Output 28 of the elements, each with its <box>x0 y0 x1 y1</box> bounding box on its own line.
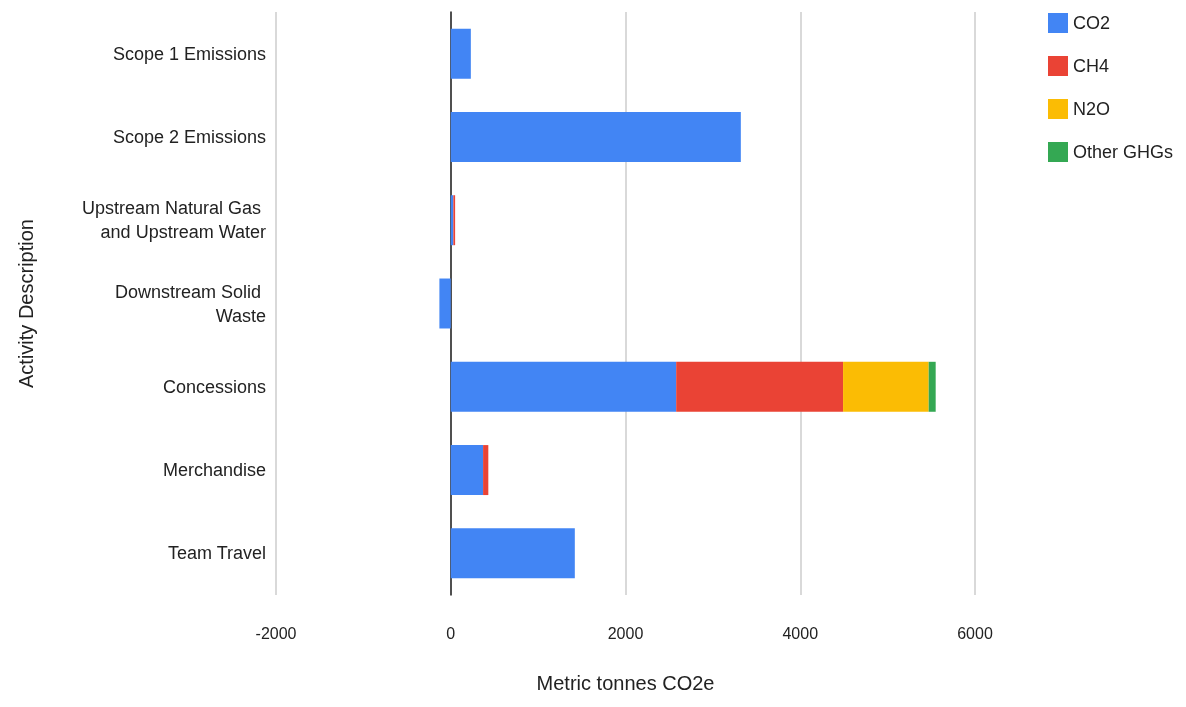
bar <box>483 445 489 496</box>
bar <box>450 28 471 79</box>
y-tick-label: Downstream Solid Waste <box>114 281 266 326</box>
bar <box>928 361 936 412</box>
legend-label: Other GHGs <box>1072 142 1174 162</box>
x-tick-label: 4000 <box>782 624 819 642</box>
x-tick-label: 6000 <box>957 624 993 642</box>
bar <box>450 111 741 162</box>
x-tick-label: 2000 <box>607 624 644 642</box>
y-tick-label: Scope 2 Emissions <box>112 126 266 147</box>
bar <box>450 445 484 496</box>
bar <box>439 278 451 329</box>
bar <box>450 361 677 412</box>
y-tick-label: Scope 1 Emissions <box>112 43 266 64</box>
y-tick-label: Upstream Natural Gas and Upstream Water <box>81 198 266 243</box>
x-tick-label: 0 <box>446 624 456 642</box>
y-tick-label: Team Travel <box>167 543 266 564</box>
y-tick-label: Merchandise <box>162 460 266 481</box>
y-tick-label: Concessions <box>162 376 266 397</box>
y-axis-title: Activity Description <box>15 219 37 388</box>
bar <box>676 361 844 412</box>
bar <box>450 528 575 579</box>
x-tick-label: -2000 <box>255 624 297 642</box>
bar <box>843 361 929 412</box>
legend-label: N2O <box>1072 99 1110 119</box>
x-axis-title: Metric tonnes CO2e <box>536 672 715 694</box>
legend-label: CO2 <box>1072 13 1110 33</box>
legend-label: CH4 <box>1072 56 1109 76</box>
